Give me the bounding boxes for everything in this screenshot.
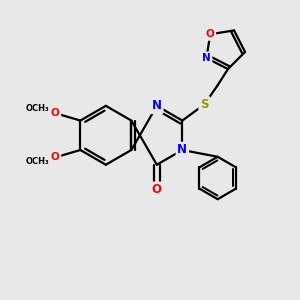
Text: S: S xyxy=(200,98,209,111)
Text: O: O xyxy=(206,29,214,39)
Text: O: O xyxy=(152,183,162,196)
Text: O: O xyxy=(51,152,60,162)
Text: OCH₃: OCH₃ xyxy=(26,104,50,113)
Text: N: N xyxy=(177,143,187,157)
Text: OCH₃: OCH₃ xyxy=(26,157,50,166)
Text: N: N xyxy=(152,99,162,112)
Text: O: O xyxy=(51,108,60,118)
Text: N: N xyxy=(202,53,211,63)
